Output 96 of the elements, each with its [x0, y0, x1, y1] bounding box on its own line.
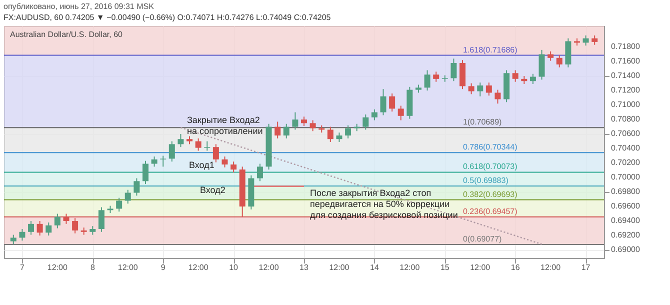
ref-line-label: 0(0.69077)	[463, 234, 502, 244]
x-tick-label: 8	[90, 263, 96, 272]
candlestick	[160, 155, 166, 168]
annotation: Вход2	[200, 185, 226, 195]
candlestick	[548, 50, 554, 62]
candlestick	[124, 189, 131, 204]
candlestick	[327, 126, 334, 142]
y-tick-label: 0.71800	[611, 42, 640, 52]
x-tick-label: 15	[440, 263, 450, 272]
candlestick	[530, 73, 536, 84]
candlestick	[256, 163, 263, 182]
ref-line-label: 0.618(0.70073)	[463, 162, 518, 172]
y-tick-label: 0.70200	[611, 158, 640, 168]
candlestick	[195, 138, 202, 152]
candlestick	[301, 116, 307, 127]
candlestick	[204, 140, 210, 152]
candlestick	[592, 34, 598, 46]
x-tick-label: 9	[160, 263, 166, 272]
candlestick	[212, 144, 219, 163]
y-tick-label: 0.69200	[611, 230, 640, 240]
y-tick-label: 0.70600	[611, 129, 640, 138]
candlestick	[28, 220, 34, 236]
x-tick-label: 10	[229, 263, 239, 272]
y-tick-label: 0.70400	[611, 144, 640, 153]
candlestick	[230, 161, 237, 173]
candlestick	[424, 70, 430, 92]
annotation: Australian Dollar/U.S. Dollar, 60	[10, 30, 124, 39]
x-tick-label: 7	[20, 263, 25, 272]
x-tick-label: 12:00	[400, 263, 420, 272]
candlestick	[283, 123, 290, 139]
candlestick	[54, 213, 60, 229]
ref-line-label: 1.618(0.71686)	[463, 45, 518, 54]
chart-title: опубликовано, июнь 27, 2016 09:31 MSK	[4, 2, 155, 11]
candlestick	[46, 222, 52, 236]
ref-line-label: 0.5(0.69883)	[463, 176, 509, 186]
candlestick	[134, 178, 140, 196]
candlestick	[151, 156, 158, 168]
candlestick	[538, 49, 545, 80]
candlestick	[389, 92, 396, 112]
x-tick-label: 12:00	[329, 263, 350, 272]
candlestick	[19, 228, 26, 242]
x-tick-label: 13	[300, 263, 309, 272]
x-tick-label: 14	[370, 263, 380, 272]
candlestick	[450, 58, 457, 82]
candlestick	[565, 38, 572, 68]
candlestick	[178, 134, 184, 148]
y-tick-label: 0.69000	[611, 245, 640, 254]
candlestick	[468, 82, 474, 95]
candlestick	[486, 82, 492, 96]
candlestick	[371, 108, 378, 121]
candlestick	[477, 82, 484, 97]
candlestick	[362, 114, 369, 130]
candlestick	[380, 88, 386, 116]
chart-subtitle: FX:AUDUSD, 60 0.74205 ▼ −0.00490 (−0.66%) O:0.74071 H:0.74276 L:0.74049 C:0.74205	[4, 13, 332, 22]
candlestick	[98, 206, 104, 232]
y-tick-label: 0.71200	[611, 86, 640, 95]
candlestick	[116, 197, 122, 212]
candlestick	[222, 156, 228, 168]
y-tick-label: 0.71000	[611, 100, 640, 110]
x-tick-label: 12:00	[47, 263, 68, 272]
x-tick-label: 16	[510, 263, 520, 272]
candlestick	[142, 160, 148, 185]
candlestick	[582, 34, 589, 46]
candlestick	[336, 132, 342, 142]
x-tick-label: 12:00	[470, 263, 491, 272]
candlestick	[310, 120, 316, 132]
y-tick-label: 0.69400	[611, 216, 640, 226]
candlestick	[512, 70, 518, 82]
ref-line-label: 0.786(0.70344)	[463, 142, 518, 152]
candlestick	[292, 112, 298, 130]
candlestick	[556, 54, 562, 68]
y-tick-label: 0.69800	[611, 187, 640, 196]
candlestick	[345, 124, 352, 139]
x-tick-label: 12:00	[258, 263, 280, 272]
ref-line-label: 0.382(0.69693)	[463, 190, 518, 199]
annotation: Закрытие Входа2 на сопротивлении	[187, 115, 263, 136]
x-tick-label: 12:00	[118, 263, 138, 272]
y-tick-label: 0.71400	[611, 71, 640, 80]
y-tick-label: 0.69600	[611, 202, 640, 211]
candlestick	[494, 89, 501, 104]
x-tick-label: 12:00	[188, 263, 209, 272]
candlestick	[10, 234, 16, 245]
x-tick-label: 17	[581, 263, 591, 272]
y-tick-label: 0.70800	[611, 114, 640, 124]
annotation: Вход1	[189, 160, 214, 170]
candlestick	[168, 140, 175, 162]
candlestick	[433, 71, 440, 82]
candlestick	[36, 220, 43, 236]
y-tick-label: 0.70000	[611, 172, 640, 182]
ref-line-label: 1(0.70689)	[463, 118, 502, 127]
x-tick-label: 12:00	[540, 263, 562, 272]
candlestick	[274, 121, 281, 139]
ref-line-label: 0.236(0.69457)	[463, 206, 518, 216]
candlestick	[460, 60, 466, 90]
y-tick-label: 0.71600	[611, 56, 640, 66]
candlestick	[398, 105, 404, 121]
